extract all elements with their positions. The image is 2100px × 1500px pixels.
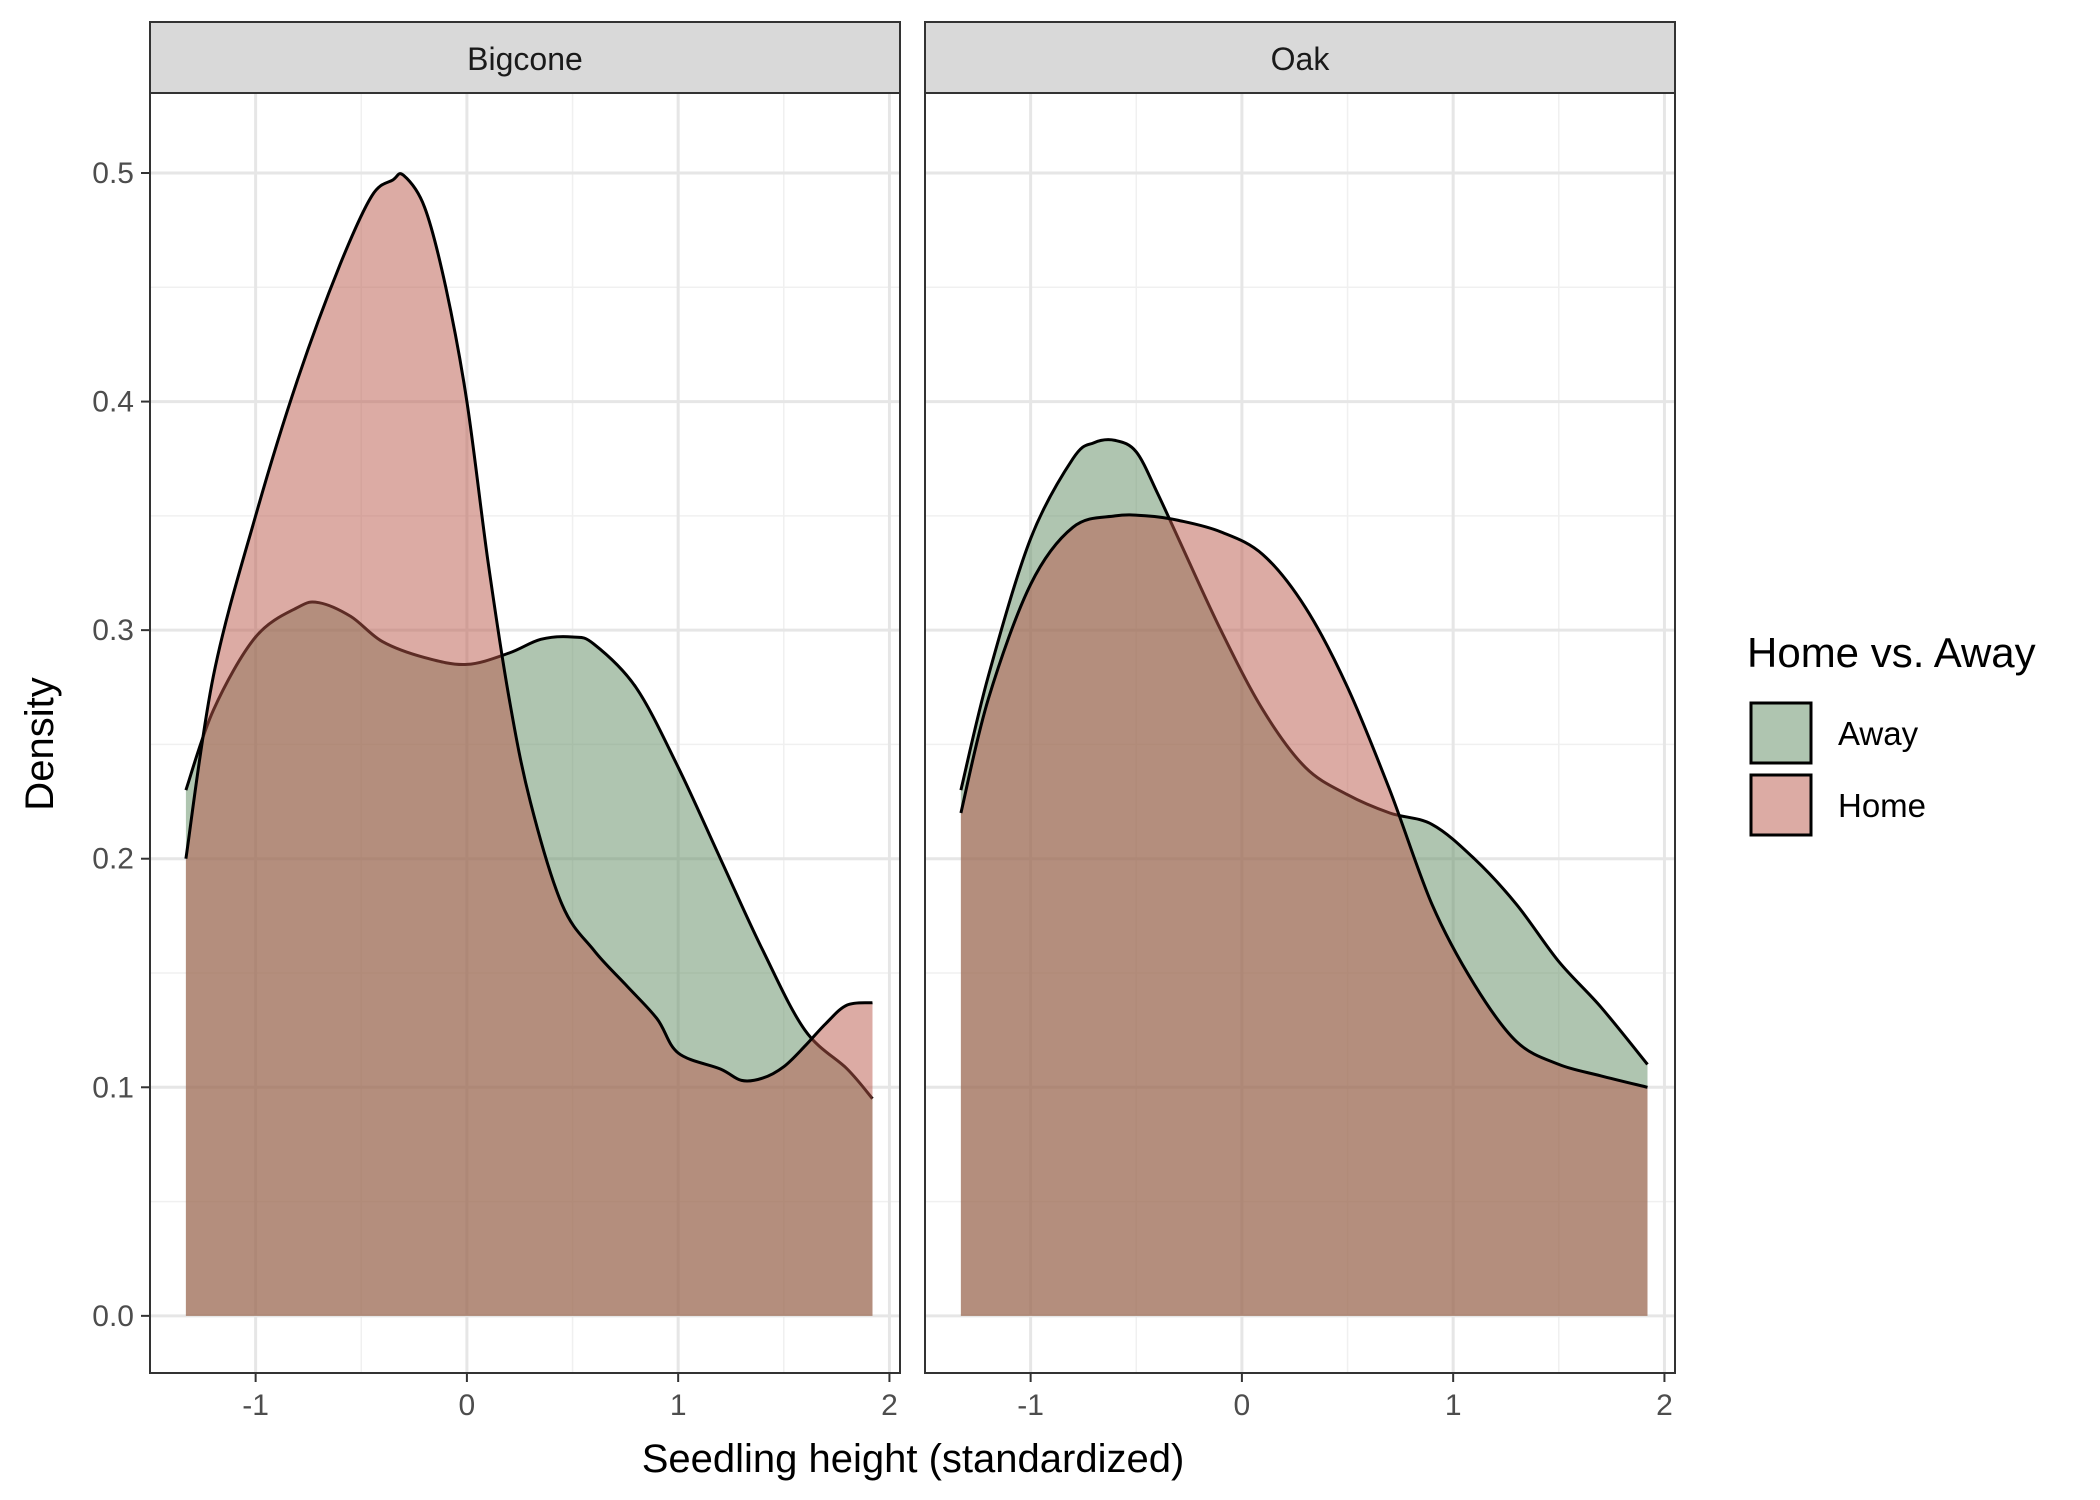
y-tick-label: 0.4 xyxy=(92,386,134,419)
panel-bigcone: Bigcone -1 0 1 2 0.0 0.1 0.2 0.3 0.4 0.5 xyxy=(92,21,901,1422)
x-axis-title: Seedling height (standardized) xyxy=(642,1437,1185,1481)
y-tick-label: 0.3 xyxy=(92,614,134,647)
y-tick-label: 0.2 xyxy=(92,843,134,876)
density-line-home xyxy=(184,172,873,1083)
x-tick-label: 0 xyxy=(1234,1389,1251,1422)
legend: Home vs. Away Away Home xyxy=(1747,629,2036,838)
legend-label-away: Away xyxy=(1838,715,1919,752)
y-tick-label: 0.5 xyxy=(92,157,134,190)
facet-strip xyxy=(149,21,901,94)
y-axis-title: Density xyxy=(18,677,62,810)
y-tick-label: 0.0 xyxy=(92,1300,134,1333)
density-line-home xyxy=(959,513,1648,1089)
legend-title: Home vs. Away xyxy=(1747,629,2036,676)
legend-label-home: Home xyxy=(1838,787,1926,824)
facet-strip-label: Oak xyxy=(1271,41,1331,77)
legend-key-away xyxy=(1749,701,1813,765)
legend-key-home xyxy=(1749,773,1813,837)
facet-strip-label: Bigcone xyxy=(467,41,583,77)
facet-strip xyxy=(924,21,1676,94)
legend-items: Away Home xyxy=(1748,700,1926,838)
x-tick-label: 2 xyxy=(1656,1389,1673,1422)
x-tick-label: -1 xyxy=(242,1389,269,1422)
density-area-home xyxy=(960,514,1648,1316)
facet-panels: Bigcone -1 0 1 2 0.0 0.1 0.2 0.3 0.4 0.5 Oak -1 0 1 2 xyxy=(92,21,1676,1422)
y-tick-label: 0.1 xyxy=(92,1071,134,1104)
x-tick-label: 2 xyxy=(881,1389,898,1422)
x-tick-label: 0 xyxy=(459,1389,476,1422)
panel-oak: Oak -1 0 1 2 xyxy=(924,21,1676,1422)
density-area-home xyxy=(185,173,873,1316)
x-tick-label: 1 xyxy=(1445,1389,1462,1422)
x-tick-label: -1 xyxy=(1017,1389,1044,1422)
x-tick-label: 1 xyxy=(670,1389,687,1422)
